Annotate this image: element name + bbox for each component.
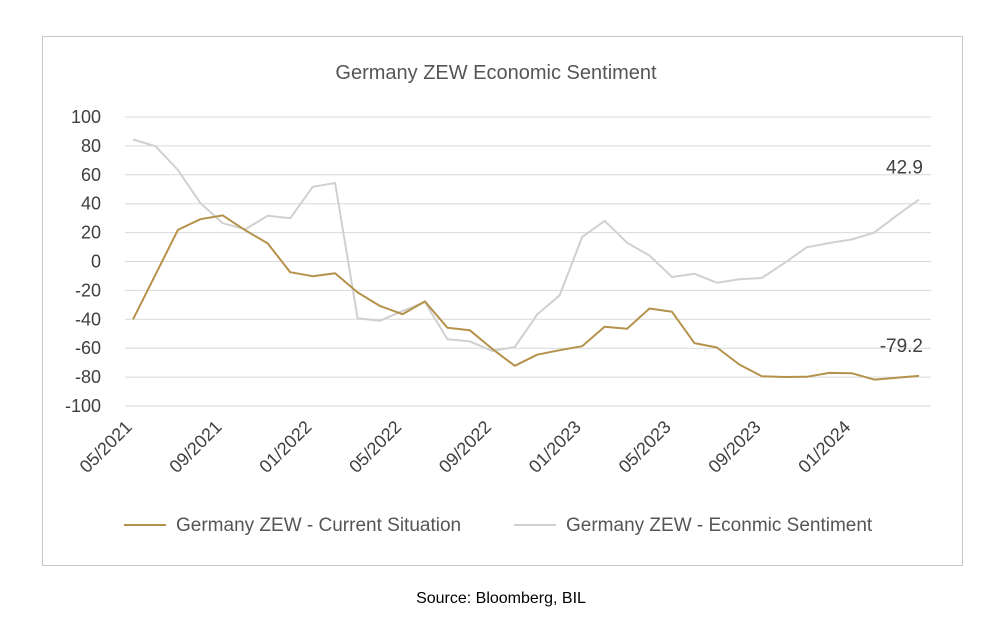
y-tick-label: -100 — [65, 396, 101, 416]
end-label-current-situation: -79.2 — [880, 336, 923, 357]
end-label-economic-sentiment: 42.9 — [886, 158, 923, 179]
x-tick-label: 01/2022 — [255, 417, 315, 477]
chart-title: Germany ZEW Economic Sentiment — [335, 62, 657, 84]
y-tick-label: 20 — [81, 223, 101, 243]
series-economic-sentiment-line — [132, 138, 920, 352]
x-tick-label: 01/2023 — [525, 417, 585, 477]
legend: Germany ZEW - Current Situation Germany Z… — [124, 515, 873, 536]
y-tick-label: 100 — [71, 107, 101, 127]
legend-entry: Germany ZEW - Current Situation — [176, 515, 461, 536]
x-tick-label: 09/2022 — [435, 417, 495, 477]
y-tick-label: 0 — [91, 252, 101, 272]
x-tick-label: 01/2024 — [794, 417, 854, 477]
x-axis-ticks: 05/2021 09/2021 01/2022 05/2022 09/2022 01/20… — [76, 417, 855, 477]
series-current-situation-line — [132, 214, 920, 381]
x-tick-label: 09/2021 — [165, 417, 225, 477]
y-tick-label: -20 — [75, 280, 101, 300]
series-lines — [132, 138, 920, 381]
end-labels: -79.2 42.9 — [880, 158, 923, 357]
x-tick-label: 05/2022 — [345, 417, 405, 477]
x-tick-label: 09/2023 — [704, 417, 764, 477]
y-axis-ticks: 100 80 60 40 20 0 -20 -40 -60 -80 -100 — [65, 107, 101, 416]
y-tick-label: 40 — [81, 194, 101, 214]
y-tick-label: 60 — [81, 165, 101, 185]
line-chart: Germany ZEW Economic Sentiment 100 80 60 40… — [65, 62, 931, 536]
chart-frame: Germany ZEW Economic Sentiment 100 80 60 40… — [42, 36, 963, 566]
x-tick-label: 05/2023 — [615, 417, 675, 477]
x-tick-label: 05/2021 — [76, 417, 136, 477]
y-tick-label: -40 — [75, 309, 101, 329]
y-tick-label: -80 — [75, 367, 101, 387]
legend-entry: Germany ZEW - Econmic Sentiment — [566, 515, 873, 536]
source-note: Source: Bloomberg, BIL — [416, 590, 586, 607]
y-tick-label: -60 — [75, 338, 101, 358]
y-tick-label: 80 — [81, 136, 101, 156]
gridlines — [125, 116, 931, 407]
